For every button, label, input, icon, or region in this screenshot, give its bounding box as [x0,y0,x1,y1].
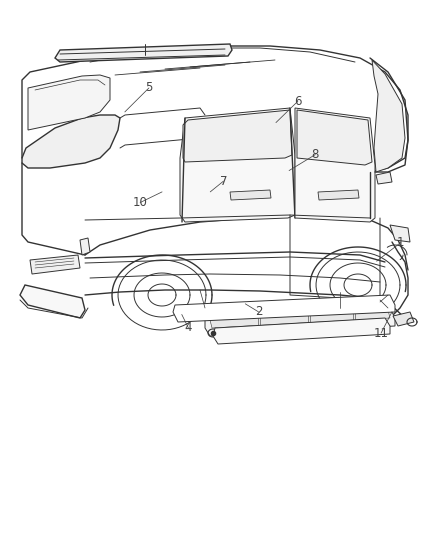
Polygon shape [22,115,120,168]
Text: 8: 8 [312,148,319,161]
Text: 6: 6 [294,95,302,108]
Polygon shape [173,295,395,322]
Polygon shape [210,310,390,328]
Polygon shape [30,255,80,274]
Polygon shape [390,225,410,242]
Text: 10: 10 [133,196,148,209]
Text: 11: 11 [374,327,389,340]
Polygon shape [20,285,85,318]
Polygon shape [55,44,232,62]
Polygon shape [80,238,90,255]
Polygon shape [180,108,295,222]
Text: 2: 2 [254,305,262,318]
Text: 7: 7 [219,175,227,188]
Text: 4: 4 [184,321,192,334]
Polygon shape [297,110,372,165]
Polygon shape [372,60,405,172]
Polygon shape [376,172,392,184]
Text: 1: 1 [397,236,405,249]
Polygon shape [213,318,390,344]
Polygon shape [295,108,375,222]
Polygon shape [205,308,395,336]
Text: 5: 5 [145,82,152,94]
Polygon shape [318,190,359,200]
Polygon shape [230,190,271,200]
Polygon shape [28,75,110,130]
Polygon shape [183,110,292,162]
Polygon shape [393,312,414,326]
